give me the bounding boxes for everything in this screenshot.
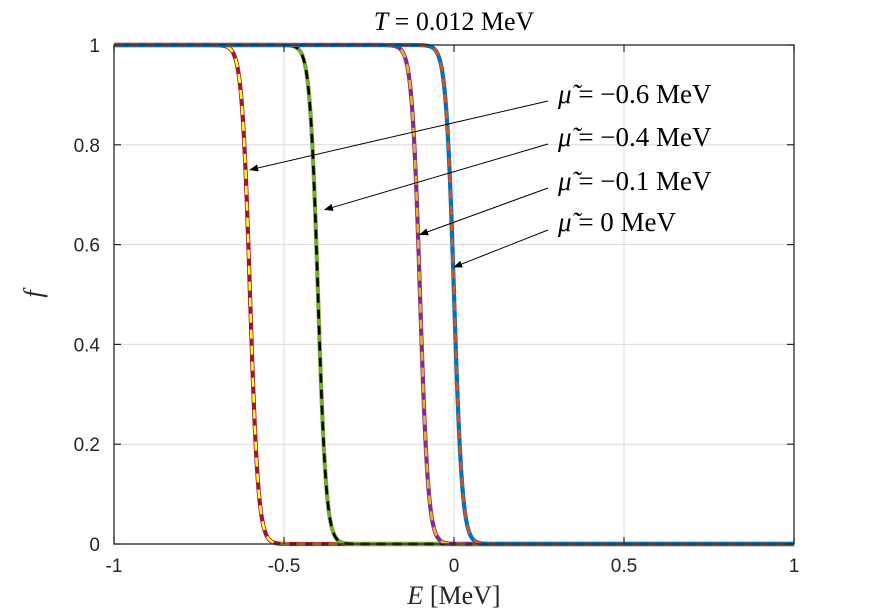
- y-tick-label: 0.4: [74, 335, 101, 356]
- annotations: μ̃ = −0.6 MeV μ̃ = −0.4 MeV μ̃ = −0.1 MeV μ…: [249, 79, 712, 268]
- y-tick-label: 1: [89, 36, 100, 57]
- y-tick-label: 0.2: [74, 435, 100, 456]
- annotation-arrow-3: [453, 229, 549, 268]
- y-tick-label: 0.8: [74, 136, 100, 157]
- annotation-arrow-0: [249, 100, 549, 172]
- x-axis-label: E [MeV]: [406, 581, 500, 610]
- annotation-label-3: μ̃ = 0 MeV: [557, 207, 677, 237]
- chart-title: T = 0.012 MeV: [374, 7, 535, 36]
- x-tick-label: 1: [789, 556, 800, 577]
- x-tick-label: 0.5: [611, 556, 637, 577]
- x-tick-label: -0.5: [268, 556, 301, 577]
- annotation-arrow-2: [419, 187, 549, 236]
- annotation-label-1: μ̃ = −0.4 MeV: [557, 122, 712, 152]
- y-axis-label: f: [19, 287, 48, 298]
- x-tick-label: -1: [106, 556, 123, 577]
- x-tick-label: 0: [449, 556, 460, 577]
- annotation-label-0: μ̃ = −0.6 MeV: [557, 79, 712, 109]
- ticks: -1 -0.5 0 0.5 1 0 0.2 0.4 0.6 0.8 1: [74, 36, 800, 577]
- annotation-arrow-1: [323, 143, 549, 211]
- y-tick-label: 0: [89, 535, 100, 556]
- y-tick-label: 0.6: [74, 236, 100, 257]
- annotation-label-2: μ̃ = −0.1 MeV: [557, 166, 712, 196]
